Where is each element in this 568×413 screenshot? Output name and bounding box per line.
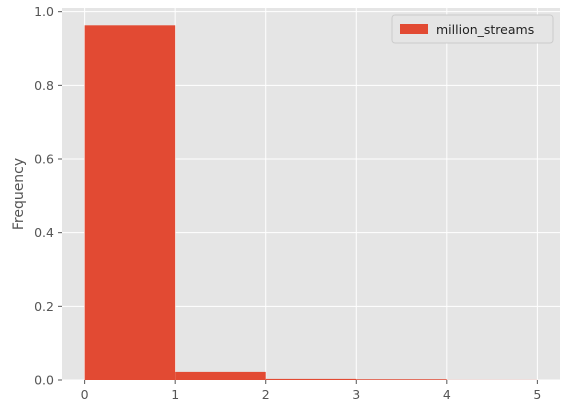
x-tick-label: 5 — [533, 387, 541, 402]
x-tick-label: 1 — [171, 387, 179, 402]
y-tick-label: 0.2 — [34, 299, 54, 314]
y-tick-label: 0.8 — [34, 78, 54, 93]
histogram-bars — [84, 25, 538, 381]
x-tick-label: 2 — [262, 387, 270, 402]
histogram-bar — [84, 25, 176, 381]
legend: million_streams — [391, 14, 554, 44]
y-tick-label: 1.0 — [34, 4, 54, 19]
y-tick-label: 0.6 — [34, 152, 54, 167]
histogram-bar — [265, 378, 357, 380]
y-axis-ticks: 0.0 0.2 0.4 0.6 0.8 1.0 — [34, 4, 62, 388]
histogram-bar — [356, 379, 447, 380]
y-tick-label: 0.0 — [34, 373, 54, 388]
legend-box — [391, 14, 554, 44]
x-axis-ticks: 0 1 2 3 4 5 — [81, 380, 541, 402]
x-tick-label: 3 — [352, 387, 360, 402]
y-tick-label: 0.4 — [34, 225, 54, 240]
legend-label-million-streams: million_streams — [436, 22, 534, 37]
histogram-bar — [175, 371, 266, 380]
legend-swatch-million-streams — [400, 24, 428, 34]
y-axis-label: Frequency — [11, 158, 27, 230]
x-tick-label: 0 — [81, 387, 89, 402]
x-tick-label: 4 — [443, 387, 451, 402]
